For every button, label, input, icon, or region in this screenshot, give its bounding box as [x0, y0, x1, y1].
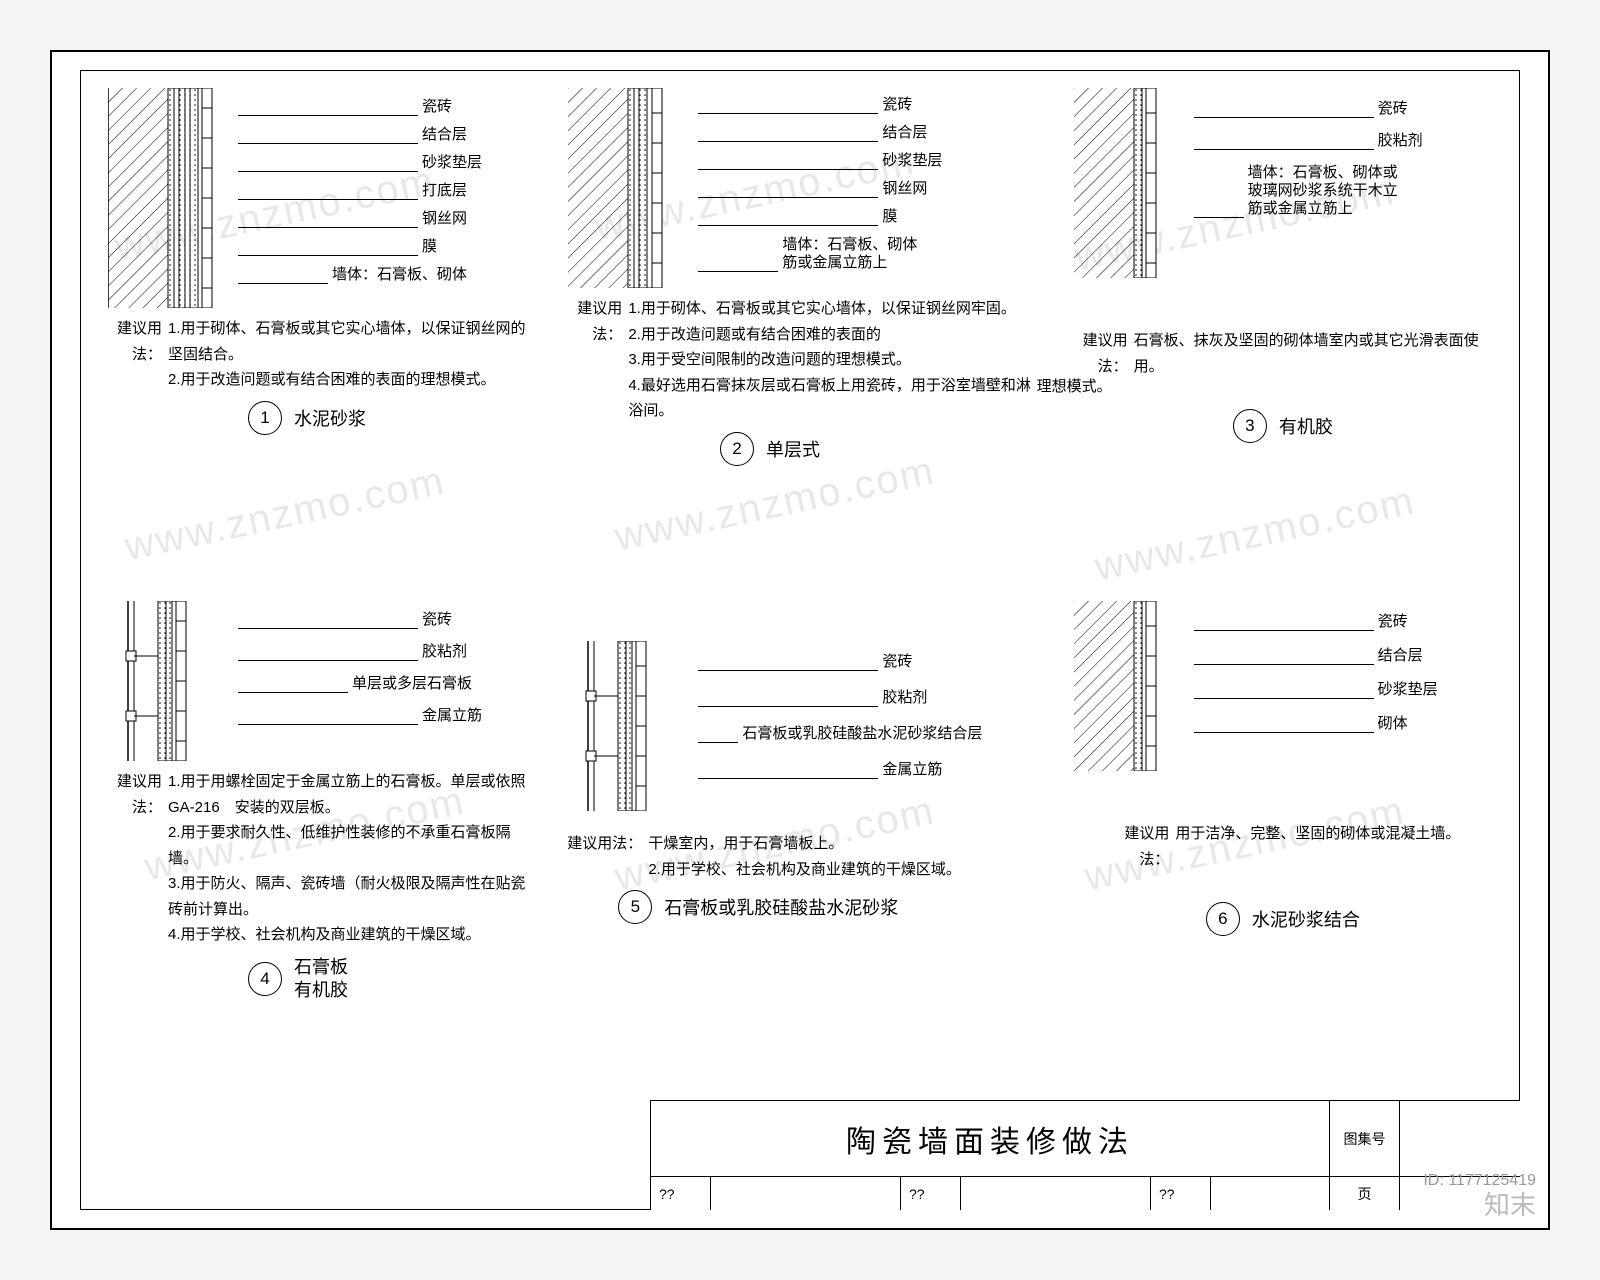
brand-corner: 知末: [1484, 1185, 1536, 1222]
note-line: 4.最好选用石膏抹灰层或石膏板上用瓷砖，用于浴室墙壁和淋浴间。: [628, 373, 1041, 424]
layer-label: 墙体：石膏板、砌体 筋或金属立筋上: [778, 236, 978, 272]
detail-number: 4: [248, 962, 282, 996]
notes-title: 建议用法：: [98, 769, 168, 948]
detail-caption: 有机胶: [1279, 413, 1333, 439]
notes-5: 建议用法： 干燥室内，用于石膏墙板上。 2.用于学校、社会机构及商业建筑的干燥区…: [558, 831, 1041, 882]
detail-caption: 石膏板 有机胶: [294, 956, 348, 1003]
notes-6: 建议用法： 用于洁净、完整、坚固的砌体或混凝土墙。: [1064, 821, 1502, 872]
notes-title: 建议用法：: [558, 831, 648, 882]
notes-3: 建议用法： 石膏板、抹灰及坚固的砌体墙室内或其它光滑表面使用。: [1064, 328, 1502, 379]
layer-label: 瓷砖: [1374, 613, 1408, 631]
notes-1: 建议用法： 1.用于砌体、石膏板或其它实心墙体，以保证钢丝网的坚固结合。 2.用…: [98, 316, 536, 393]
layer-label: 瓷砖: [1374, 100, 1408, 118]
detail-number: 2: [720, 432, 754, 466]
page-label: 页: [1330, 1177, 1400, 1210]
notes-4: 建议用法： 1.用于用螺栓固定于金属立筋上的石膏板。单层或依照 GA-216 安…: [98, 769, 536, 948]
layer-label: 瓷砖: [418, 98, 452, 116]
note-line: 用于洁净、完整、坚固的砌体或混凝土墙。: [1175, 821, 1460, 847]
note-line: 2.用于改造问题或有结合困难的表面的理想模式。: [168, 367, 536, 393]
note-line: 2.用于学校、社会机构及商业建筑的干燥区域。: [648, 857, 961, 883]
note-line: 4.用于学校、社会机构及商业建筑的干燥区域。: [168, 922, 536, 948]
note-line: 2.用于改造问题或有结合困难的表面的: [628, 322, 1041, 348]
layer-label: 砌体: [1374, 715, 1408, 733]
tb-cell: ??: [901, 1177, 961, 1210]
detail-grid: 瓷砖 结合层 砂浆垫层 打底层 钢丝网 膜 墙体：石膏板、砌体 建议用法： 1.…: [92, 82, 1508, 1112]
note-line: 1.用于砌体、石膏板或其它实心墙体，以保证钢丝网的坚固结合。: [168, 316, 536, 367]
layer-label: 砂浆垫层: [418, 154, 482, 172]
layer-label: 墙体：石膏板、砌体或 玻璃网砂浆系统干木立 筋或金属立筋上: [1244, 164, 1444, 218]
set-number-label: 图集号: [1330, 1101, 1400, 1176]
section-6-svg: [1074, 601, 1194, 771]
detail-caption: 石膏板或乳胶硅酸盐水泥砂浆: [664, 894, 898, 920]
layer-label: 石膏板或乳胶硅酸盐水泥砂浆结合层: [738, 725, 982, 743]
section-2-svg: [568, 88, 698, 288]
layer-label: 结合层: [878, 124, 927, 142]
section-3-svg: [1074, 88, 1194, 278]
notes-title: 建议用法：: [1064, 328, 1134, 379]
drawing-sheet: www.znzmo.com www.znzmo.com www.znzmo.co…: [50, 50, 1550, 1230]
layer-label: 瓷砖: [878, 653, 912, 671]
notes-title: 建议用法：: [98, 316, 168, 393]
detail-caption: 水泥砂浆: [294, 405, 366, 431]
layer-label: 钢丝网: [418, 210, 467, 228]
layer-label: 金属立筋: [878, 761, 942, 779]
layer-label: 砂浆垫层: [878, 152, 942, 170]
tb-cell: ??: [1151, 1177, 1211, 1210]
detail-2: 瓷砖 结合层 砂浆垫层 钢丝网 膜 墙体：石膏板、砌体 筋或金属立筋上 建议用法…: [552, 82, 1047, 575]
section-1-svg: [108, 88, 238, 308]
section-5-svg: [568, 641, 698, 811]
layer-label: 墙体：石膏板、砌体: [328, 266, 467, 284]
layer-label: 胶粘剂: [878, 689, 927, 707]
detail-5: 瓷砖 胶粘剂 石膏板或乳胶硅酸盐水泥砂浆结合层 金属立筋 建议用法： 干燥室内，…: [552, 595, 1047, 1112]
caption-4: 4 石膏板 有机胶: [248, 956, 536, 1003]
caption-5: 5 石膏板或乳胶硅酸盐水泥砂浆: [618, 890, 1041, 924]
section-4-svg: [108, 601, 238, 761]
tb-cell: [961, 1177, 1151, 1210]
layer-label: 胶粘剂: [1374, 132, 1423, 150]
detail-1: 瓷砖 结合层 砂浆垫层 打底层 钢丝网 膜 墙体：石膏板、砌体 建议用法： 1.…: [92, 82, 542, 575]
caption-2: 2 单层式: [498, 432, 1041, 466]
layer-label: 膜: [418, 238, 437, 256]
layer-label: 打底层: [418, 182, 467, 200]
set-number-value: [1400, 1101, 1520, 1176]
tb-cell: ??: [651, 1177, 711, 1210]
layer-label: 单层或多层石膏板: [348, 675, 472, 693]
layer-label: 瓷砖: [878, 96, 912, 114]
layer-label: 砂浆垫层: [1374, 681, 1438, 699]
detail-6: 瓷砖 结合层 砂浆垫层 砌体 建议用法： 用于洁净、完整、坚固的砌体或混凝土墙。…: [1058, 595, 1508, 1112]
notes-title: 建议用法：: [558, 296, 628, 424]
detail-caption: 单层式: [766, 436, 820, 462]
note-line: 1.用于砌体、石膏板或其它实心墙体，以保证钢丝网牢固。: [628, 296, 1041, 322]
note-line: 1.用于用螺栓固定于金属立筋上的石膏板。单层或依照 GA-216 安装的双层板。: [168, 769, 536, 820]
detail-number: 5: [618, 890, 652, 924]
detail-number: 1: [248, 401, 282, 435]
detail-3: 瓷砖 胶粘剂 墙体：石膏板、砌体或 玻璃网砂浆系统干木立 筋或金属立筋上 建议用…: [1058, 82, 1508, 575]
caption-6: 6 水泥砂浆结合: [1064, 902, 1502, 936]
layer-label: 瓷砖: [418, 611, 452, 629]
detail-number: 6: [1206, 902, 1240, 936]
layer-label: 金属立筋: [418, 707, 482, 725]
note-line: 3.用于防火、隔声、瓷砖墙（耐火极限及隔声性在贴瓷砖前计算出。: [168, 871, 536, 922]
tb-cell: [1211, 1177, 1330, 1210]
layer-label: 钢丝网: [878, 180, 927, 198]
layer-label: 膜: [878, 208, 897, 226]
tb-cell: [711, 1177, 901, 1210]
notes-title: 建议用法：: [1105, 821, 1175, 872]
title-block: 陶瓷墙面装修做法 图集号 ?? ?? ?? 页: [650, 1100, 1520, 1210]
note-line: 3.用于受空间限制的改造问题的理想模式。: [628, 347, 1041, 373]
notes-2: 建议用法： 1.用于砌体、石膏板或其它实心墙体，以保证钢丝网牢固。 2.用于改造…: [558, 296, 1041, 424]
layer-label: 结合层: [1374, 647, 1423, 665]
note-line: 干燥室内，用于石膏墙板上。: [648, 831, 961, 857]
caption-3: 3 有机胶: [1064, 409, 1502, 443]
detail-number: 3: [1233, 409, 1267, 443]
detail-caption: 水泥砂浆结合: [1252, 906, 1360, 932]
layer-label: 胶粘剂: [418, 643, 467, 661]
detail-4: 瓷砖 胶粘剂 单层或多层石膏板 金属立筋 建议用法： 1.用于用螺栓固定于金属立…: [92, 595, 542, 1112]
caption-1: 1 水泥砂浆: [248, 401, 536, 435]
drawing-title: 陶瓷墙面装修做法: [651, 1101, 1330, 1176]
note-line: 石膏板、抹灰及坚固的砌体墙室内或其它光滑表面使用。: [1134, 328, 1502, 379]
layer-label: 结合层: [418, 126, 467, 144]
note-line: 2.用于要求耐久性、低维护性装修的不承重石膏板隔墙。: [168, 820, 536, 871]
